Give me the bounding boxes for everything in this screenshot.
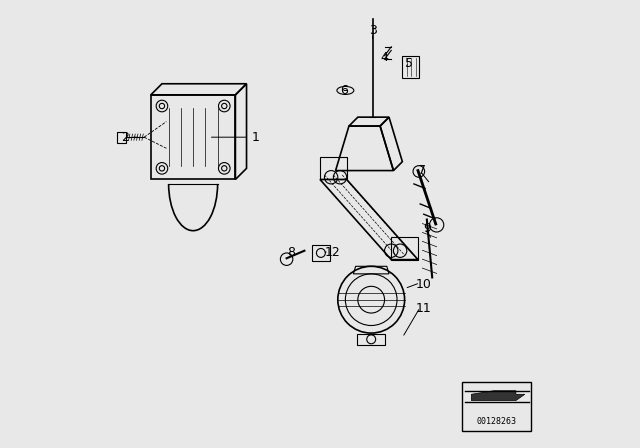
Text: 12: 12: [324, 246, 340, 259]
Text: 11: 11: [415, 302, 431, 315]
Text: 4: 4: [380, 51, 388, 64]
Polygon shape: [472, 391, 525, 401]
Text: 6: 6: [340, 84, 348, 97]
Text: 8: 8: [287, 246, 295, 259]
Text: 1: 1: [252, 131, 259, 144]
Text: 3: 3: [369, 24, 376, 37]
Text: 2: 2: [121, 131, 129, 144]
Text: 10: 10: [415, 278, 431, 291]
Text: 7: 7: [419, 164, 426, 177]
Text: 9: 9: [423, 222, 431, 235]
Text: 00128263: 00128263: [477, 417, 517, 426]
Bar: [463, 382, 531, 431]
Text: 5: 5: [405, 57, 413, 70]
